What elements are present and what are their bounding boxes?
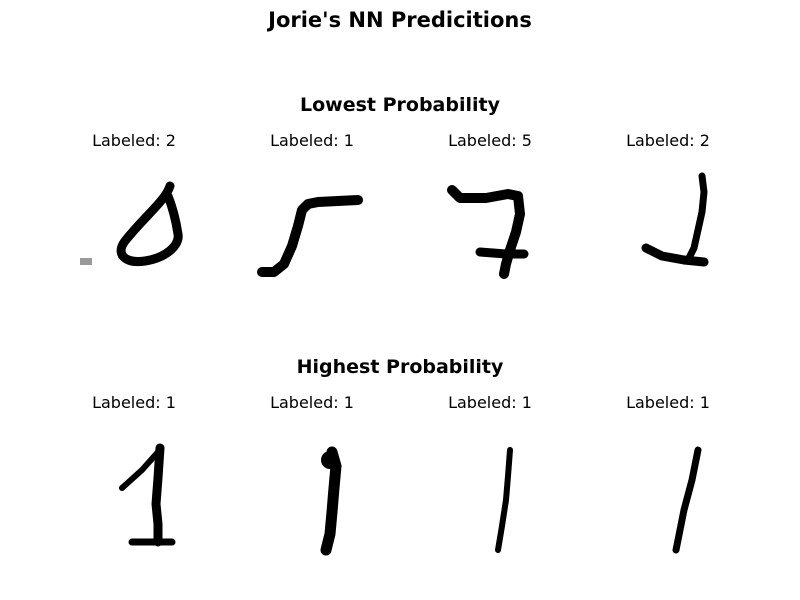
panel-label: Labeled: 1 (626, 393, 710, 412)
panel-label: Labeled: 1 (92, 393, 176, 412)
handwritten-digit-image (80, 181, 183, 267)
digit-panel: Labeled: 1 (232, 392, 392, 556)
digit-panel: Labeled: 1 (588, 392, 748, 556)
handwritten-digit-image (672, 446, 702, 554)
panel-label: Labeled: 5 (448, 131, 532, 150)
digit-panel: Labeled: 2 (588, 130, 748, 294)
digit-panel: Labeled: 1 (232, 130, 392, 294)
digit-panel: Labeled: 1 (54, 392, 214, 556)
panel-label: Labeled: 1 (448, 393, 532, 412)
panel-label: Labeled: 2 (626, 131, 710, 150)
panel-label: Labeled: 1 (270, 393, 354, 412)
digit-panel: Labeled: 1 (410, 392, 570, 556)
handwritten-digit-image (257, 195, 363, 277)
section-title-lowest: Lowest Probability (300, 94, 500, 116)
digit-panel: Labeled: 2 (54, 130, 214, 294)
panel-label: Labeled: 1 (270, 131, 354, 150)
handwritten-digit-image (447, 185, 529, 279)
handwritten-digit-image (119, 443, 176, 547)
handwritten-digit-image (320, 446, 342, 556)
handwritten-digit-image (495, 447, 513, 553)
figure-title: Jorie's NN Predicitions (268, 8, 532, 32)
handwritten-digit-image (641, 172, 709, 267)
section-title-highest: Highest Probability (296, 356, 504, 378)
panel-label: Labeled: 2 (92, 131, 176, 150)
digit-panel: Labeled: 5 (410, 130, 570, 294)
